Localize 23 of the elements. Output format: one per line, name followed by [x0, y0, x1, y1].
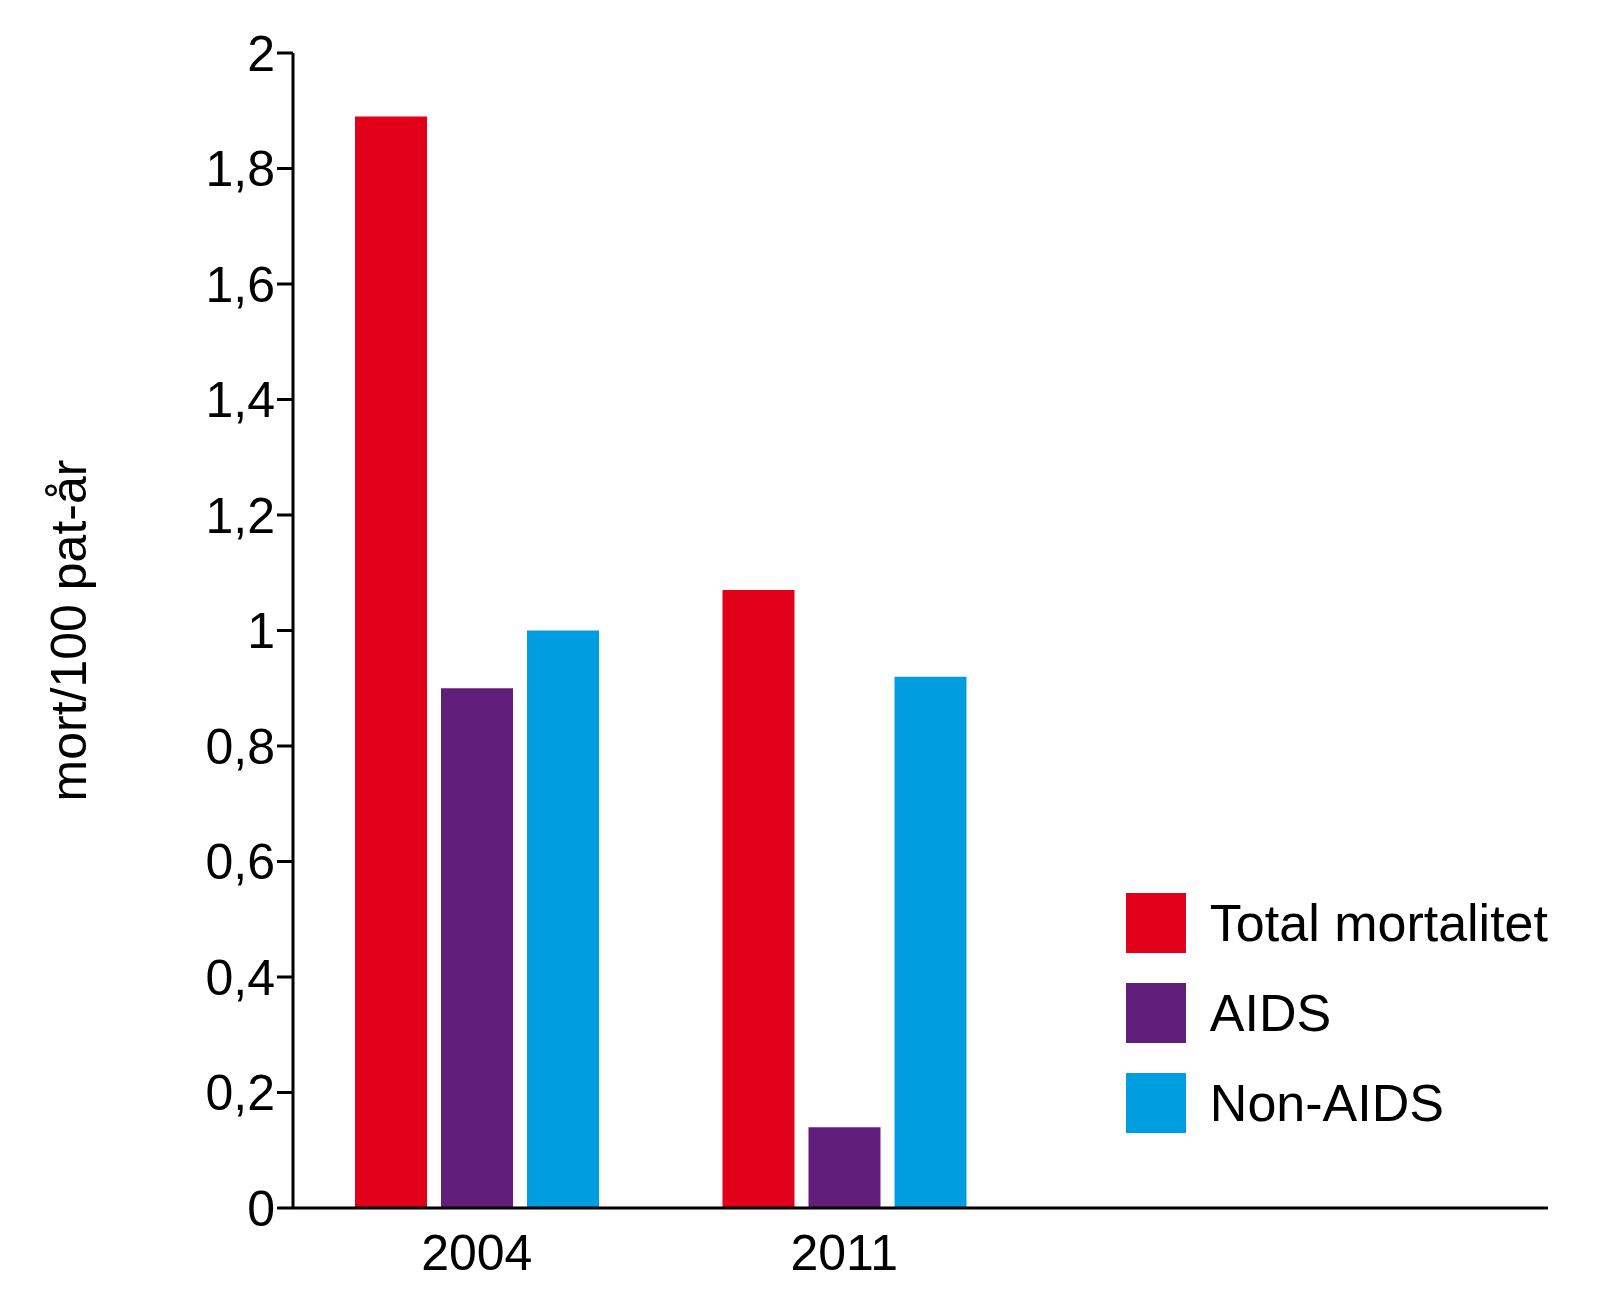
bar [808, 1127, 881, 1208]
bar [894, 676, 967, 1208]
y-tick-label: 1 [247, 603, 275, 660]
x-tick-label: 2004 [421, 1224, 533, 1281]
legend-label: Total mortalitet [1209, 893, 1548, 953]
legend-label: AIDS [1209, 983, 1332, 1043]
bar [355, 116, 427, 1208]
legend-label: Non-AIDS [1209, 1073, 1444, 1133]
bar [722, 590, 795, 1208]
y-tick-label: 2 [247, 25, 275, 82]
bar [441, 688, 513, 1208]
y-tick-label: 1,2 [205, 487, 275, 544]
y-tick-label: 0,2 [205, 1065, 275, 1122]
bar [527, 630, 599, 1208]
y-tick-label: 0,4 [205, 949, 275, 1006]
y-axis-title: mort/100 pat-år [40, 459, 97, 802]
x-tick-label: 2011 [790, 1224, 899, 1281]
y-tick-label: 0 [247, 1180, 275, 1237]
y-tick-label: 1,6 [205, 256, 275, 313]
y-tick-label: 0,6 [205, 834, 275, 891]
y-tick-label: 1,4 [205, 372, 275, 429]
y-tick-label: 0,8 [205, 718, 275, 775]
y-tick-label: 1,8 [205, 141, 275, 198]
